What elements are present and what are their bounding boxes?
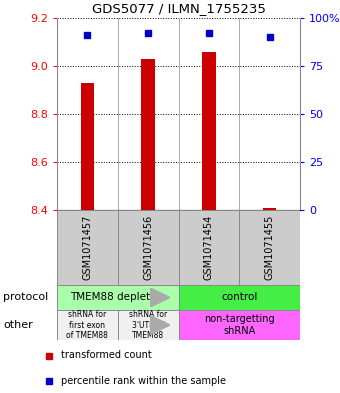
Text: percentile rank within the sample: percentile rank within the sample [61,375,226,386]
Text: shRNA for
first exon
of TMEM88: shRNA for first exon of TMEM88 [66,310,108,340]
Text: TMEM88 depletion: TMEM88 depletion [70,292,166,303]
Bar [263,208,276,210]
Text: GSM1071456: GSM1071456 [143,215,153,280]
Polygon shape [150,315,170,335]
Text: protocol: protocol [3,292,49,303]
Text: GSM1071455: GSM1071455 [265,215,275,280]
Polygon shape [150,288,170,307]
Text: GSM1071457: GSM1071457 [82,215,92,280]
Title: GDS5077 / ILMN_1755235: GDS5077 / ILMN_1755235 [91,2,266,15]
Bar [57,210,118,285]
Bar [178,210,239,285]
Text: control: control [221,292,257,303]
Bar [239,210,300,285]
Bar [57,285,178,310]
Bar [141,59,155,210]
Bar [118,210,178,285]
Bar [178,285,300,310]
Bar [57,310,118,340]
Text: non-targetting
shRNA: non-targetting shRNA [204,314,275,336]
Text: transformed count: transformed count [61,351,152,360]
Text: shRNA for
3'UTR of
TMEM88: shRNA for 3'UTR of TMEM88 [129,310,167,340]
Bar [81,83,94,210]
Bar [178,310,300,340]
Text: other: other [3,320,33,330]
Bar [118,310,178,340]
Bar [202,51,216,210]
Text: GSM1071454: GSM1071454 [204,215,214,280]
